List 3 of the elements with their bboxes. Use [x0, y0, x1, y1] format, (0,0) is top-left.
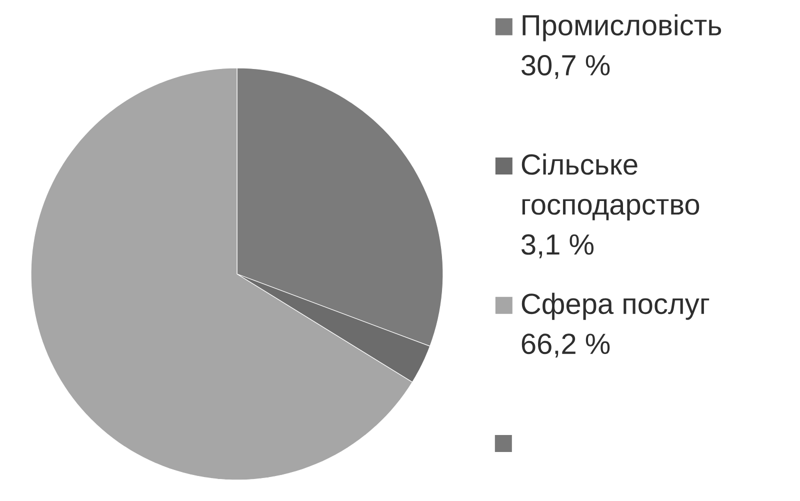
- legend-label: Сільське господарство 3,1 %: [522, 154, 700, 258]
- legend-label: Промисловість 30,7 %: [522, 14, 722, 79]
- legend-label: Сфера послуг 66,2 %: [522, 292, 710, 358]
